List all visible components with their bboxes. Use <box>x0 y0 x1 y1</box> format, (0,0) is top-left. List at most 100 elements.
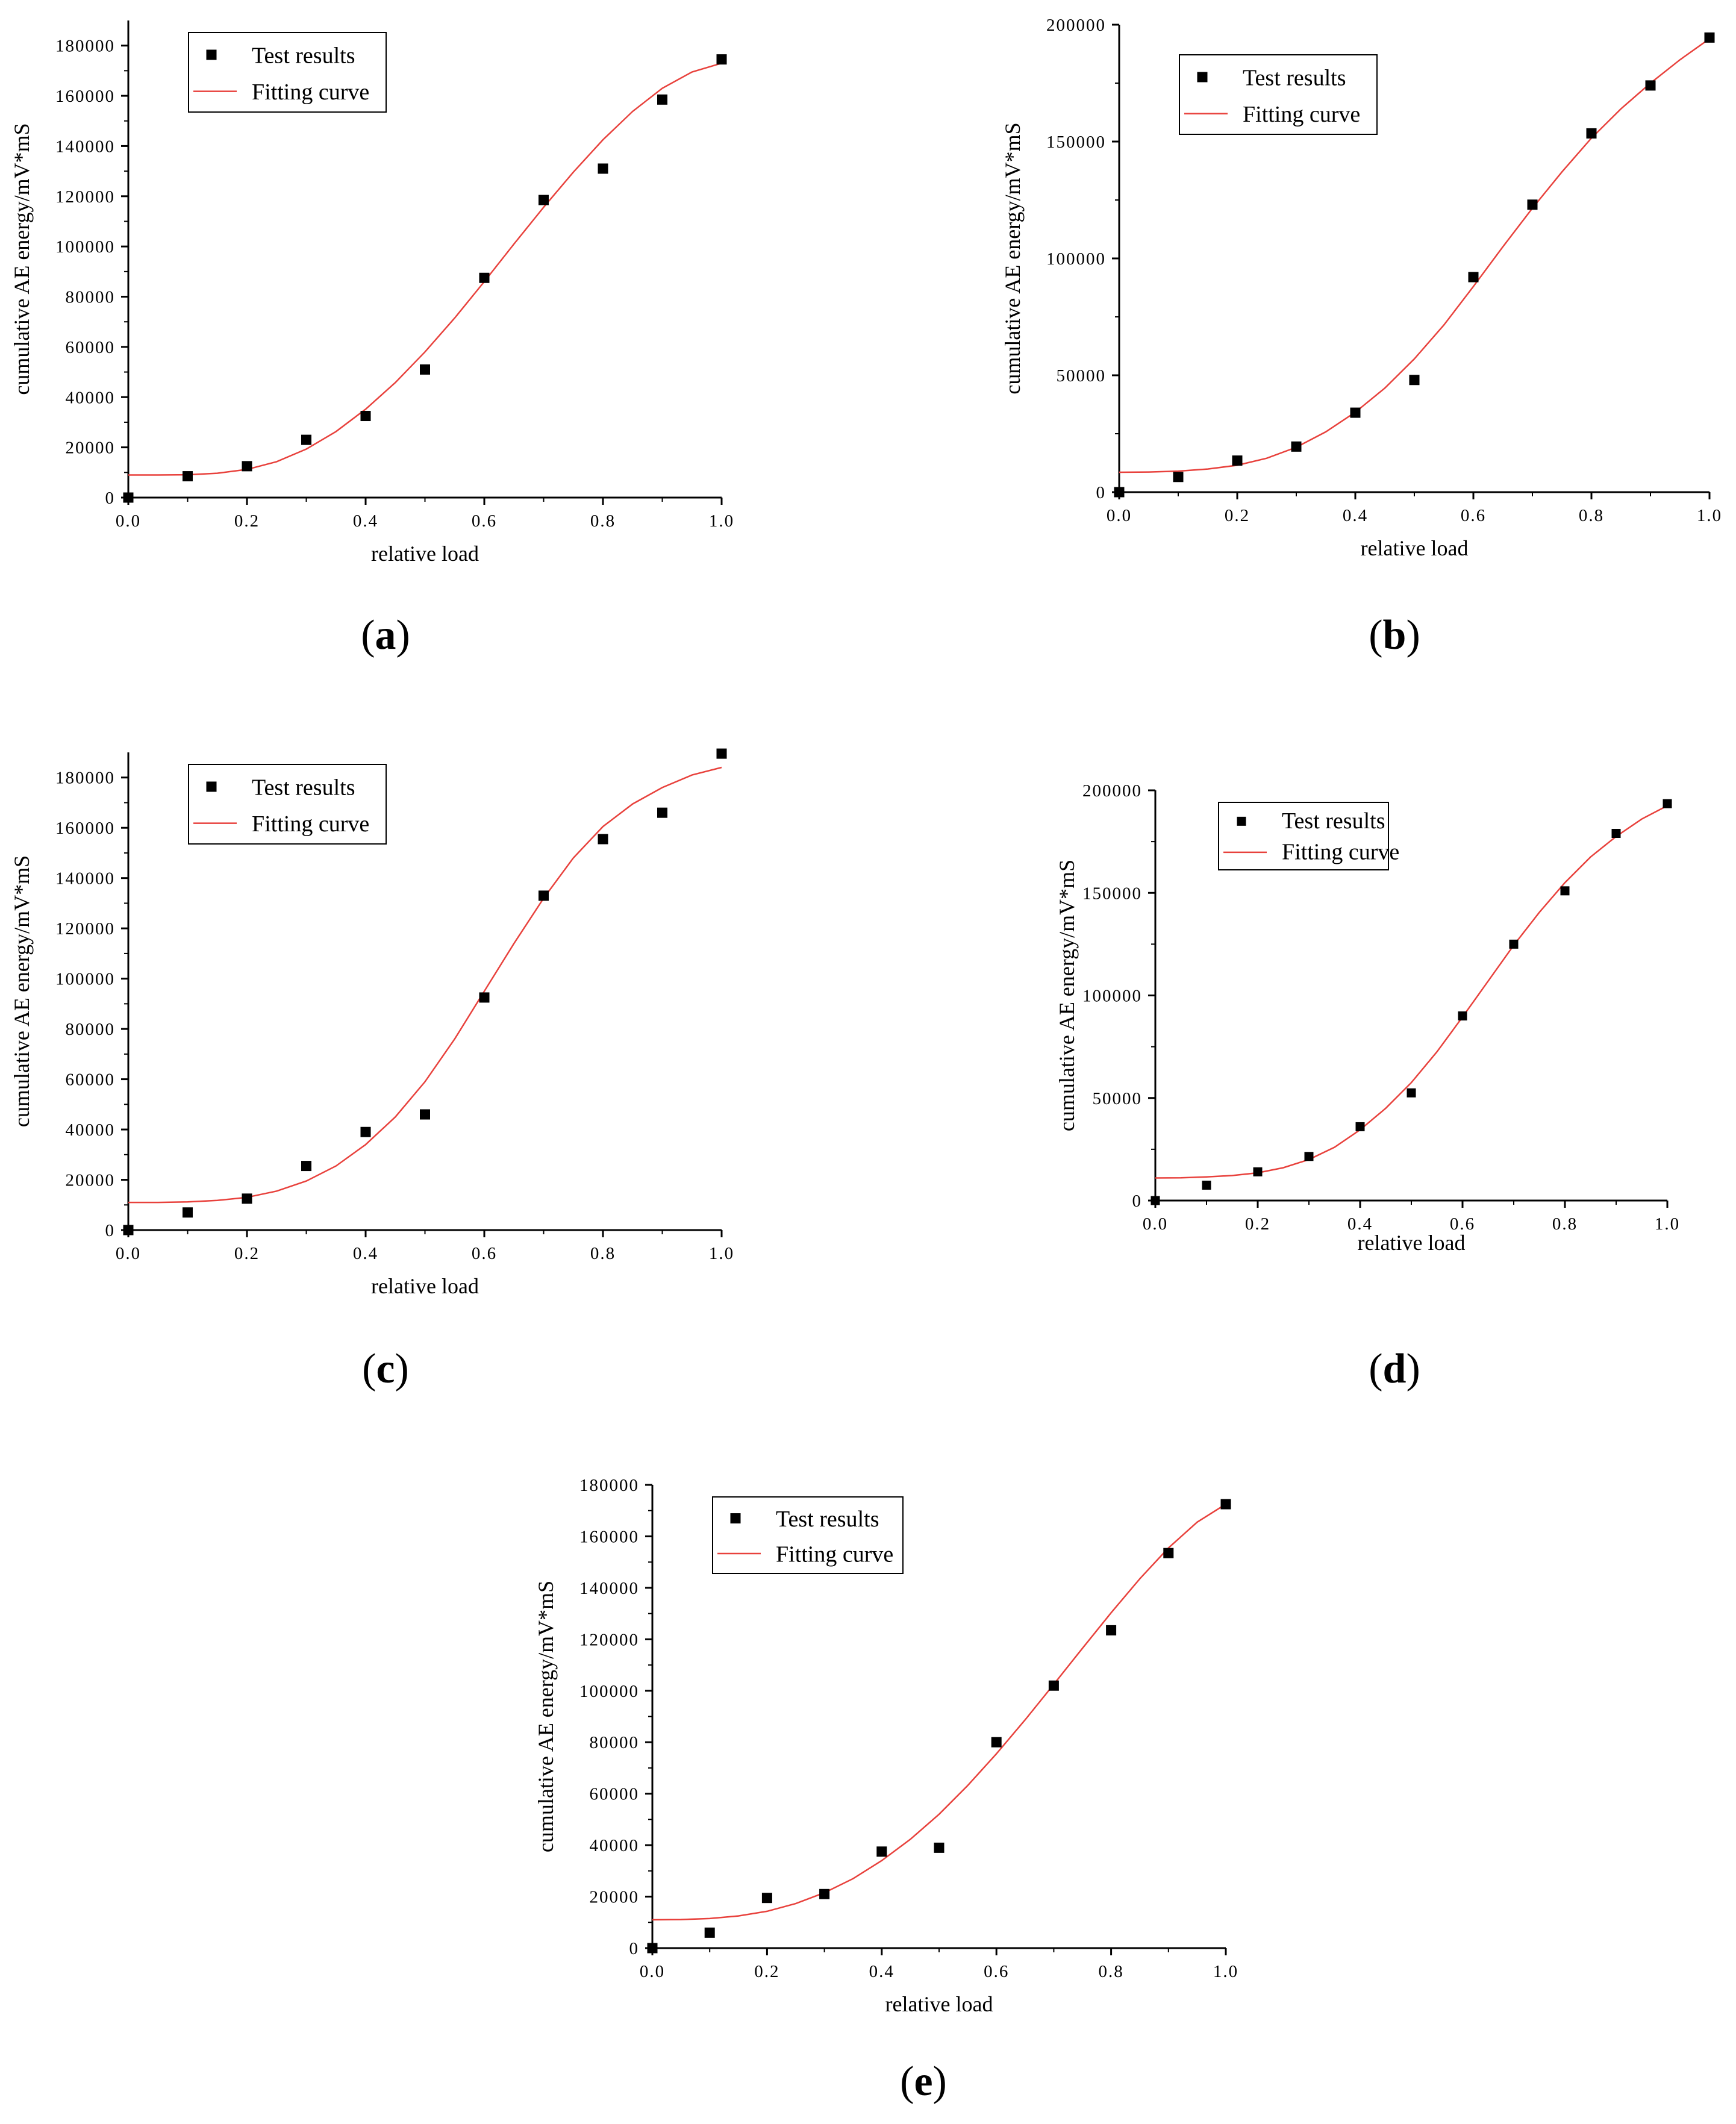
panel-label: (b) <box>1369 612 1420 658</box>
y-tick-label: 50000 <box>1093 1089 1143 1108</box>
test-result-point <box>1114 487 1125 498</box>
test-result-point <box>1048 1680 1059 1691</box>
legend-label-test-results: Test results <box>252 43 355 68</box>
panel-label-close: ) <box>396 612 410 658</box>
test-result-point <box>716 748 727 759</box>
test-result-point <box>183 471 193 482</box>
test-result-point <box>598 163 608 174</box>
y-tick-label: 140000 <box>579 1579 639 1598</box>
y-tick-label: 180000 <box>55 37 115 56</box>
legend-box <box>188 764 387 845</box>
panel-label-letter: b <box>1383 612 1407 658</box>
y-tick-label: 140000 <box>55 137 115 156</box>
test-result-point <box>1106 1625 1117 1635</box>
test-result-point <box>1304 1152 1314 1161</box>
y-tick-label: 40000 <box>66 1120 116 1140</box>
y-tick-label: 100000 <box>1082 987 1142 1006</box>
x-tick-label: 1.0 <box>709 1244 734 1263</box>
test-result-point <box>1704 32 1715 43</box>
test-result-point <box>1611 829 1621 839</box>
y-tick-label: 120000 <box>55 919 115 939</box>
y-tick-label: 60000 <box>66 338 116 357</box>
test-result-point <box>704 1927 715 1938</box>
panel-label-open: ( <box>361 612 375 658</box>
x-tick-label: 0.8 <box>590 511 616 531</box>
test-result-point <box>360 1126 371 1137</box>
test-result-point <box>647 1943 658 1954</box>
x-tick-label: 0.2 <box>1225 506 1250 525</box>
legend-box <box>188 32 387 113</box>
chart-panel-4: 0.0 0.2 0.4 0.6 0.8 1.0 0 50000 100000 150000 2000… <box>1055 781 1679 1392</box>
test-result-point <box>934 1842 944 1853</box>
test-result-point <box>1663 799 1672 808</box>
x-tick-label: 0.2 <box>754 1962 779 1981</box>
y-tick-label: 120000 <box>55 187 115 207</box>
test-result-point <box>123 1225 134 1235</box>
legend-marker-points <box>206 781 217 792</box>
y-tick-label: 0 <box>629 1939 640 1958</box>
legend-box <box>1218 802 1389 870</box>
x-tick-label: 0.6 <box>1450 1214 1475 1234</box>
test-result-point <box>1350 407 1361 418</box>
x-tick-label: 0.6 <box>984 1962 1009 1981</box>
x-axis-title: relative load <box>371 542 479 566</box>
test-result-point <box>1355 1122 1365 1131</box>
panel-label: (e) <box>900 2058 947 2105</box>
test-result-point <box>479 272 490 283</box>
y-axis-title: cumulative AE energy/mV*mS <box>1001 122 1025 394</box>
y-tick-label: 100000 <box>55 970 115 989</box>
y-tick-label: 40000 <box>590 1836 640 1855</box>
x-tick-label: 1.0 <box>709 511 734 531</box>
y-tick-label: 160000 <box>579 1527 639 1546</box>
y-tick-label: 50000 <box>1057 366 1107 386</box>
test-result-point <box>123 492 134 503</box>
x-tick-label: 0.6 <box>472 511 497 531</box>
test-result-point <box>1151 1196 1160 1205</box>
y-tick-label: 100000 <box>579 1682 639 1701</box>
test-result-point <box>1407 1088 1416 1098</box>
y-axis-title: cumulative AE energy/mV*mS <box>10 123 34 395</box>
test-result-point <box>1560 886 1570 896</box>
test-result-point <box>1468 272 1479 283</box>
fitting-curve-line <box>1155 805 1668 1179</box>
panel-label-open: ( <box>1369 1346 1382 1392</box>
test-result-point <box>1527 199 1538 210</box>
test-result-point <box>1173 472 1184 483</box>
x-tick-label: 1.0 <box>1697 506 1722 525</box>
panel-label-open: ( <box>1369 612 1382 658</box>
test-result-point <box>1253 1167 1263 1176</box>
panel-label-close: ) <box>395 1346 409 1392</box>
chart-panel-1: 0.0 0.2 0.4 0.6 0.8 1.0 0 20000 40000 60000 80000 1… <box>10 20 734 658</box>
y-tick-label: 200000 <box>1046 16 1106 35</box>
x-tick-label: 0.2 <box>234 1244 260 1263</box>
test-result-point <box>242 461 252 472</box>
panel-label-letter: d <box>1383 1346 1407 1392</box>
test-result-point <box>1232 455 1243 466</box>
chart-panel-5: 0.0 0.2 0.4 0.6 0.8 1.0 0 20000 40000 60000 80000 1… <box>534 1476 1237 2105</box>
y-tick-label: 60000 <box>66 1070 116 1090</box>
y-tick-label: 20000 <box>66 439 116 458</box>
y-tick-label: 80000 <box>66 1020 116 1039</box>
x-tick-label: 0.8 <box>1552 1214 1578 1234</box>
test-result-point <box>420 1109 430 1120</box>
y-tick-label: 160000 <box>55 87 115 106</box>
x-axis-title: relative load <box>885 1992 993 2016</box>
test-result-point <box>301 434 311 445</box>
chart-panel-3: 0.0 0.2 0.4 0.6 0.8 1.0 0 20000 40000 60000 80000 1… <box>10 748 734 1392</box>
test-result-point <box>1509 939 1519 949</box>
panel-label: (d) <box>1369 1346 1420 1392</box>
test-result-point <box>420 364 430 375</box>
legend-label-test-results: Test results <box>252 775 355 800</box>
x-tick-label: 0.8 <box>1098 1962 1123 1981</box>
legend-box <box>1179 54 1378 135</box>
panel-label-letter: a <box>375 612 396 658</box>
x-tick-label: 0.6 <box>1461 506 1486 525</box>
x-tick-label: 0.8 <box>590 1244 616 1263</box>
y-axis-title: cumulative AE energy/mV*mS <box>534 1581 558 1852</box>
test-result-point <box>301 1161 311 1172</box>
legend-marker-points <box>730 1513 741 1524</box>
x-tick-label: 0.0 <box>1143 1214 1168 1234</box>
test-result-point <box>1586 128 1597 139</box>
y-tick-label: 180000 <box>55 769 115 788</box>
